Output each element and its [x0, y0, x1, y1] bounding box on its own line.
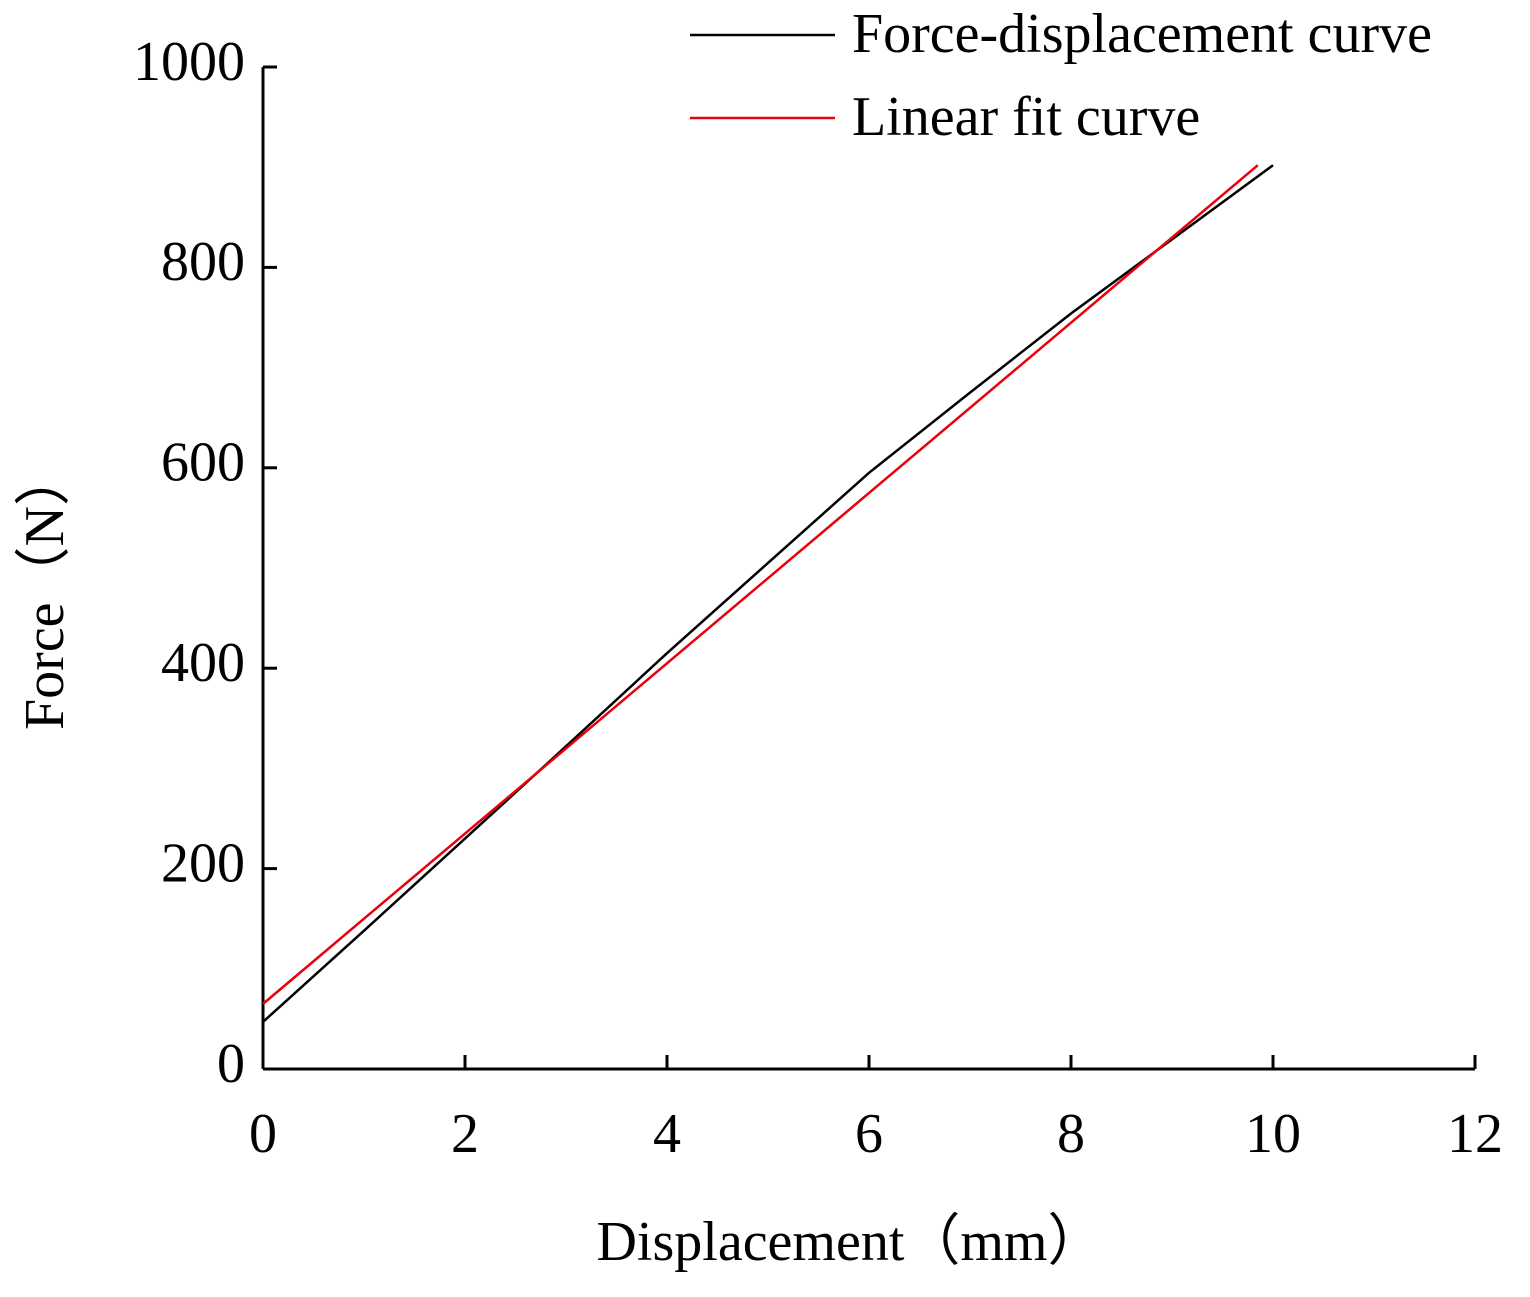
x-tick-label: 6	[855, 1103, 883, 1165]
x-tick-label: 2	[451, 1103, 479, 1165]
legend-label: Force-displacement curve	[852, 3, 1432, 65]
x-tick-label: 12	[1447, 1103, 1503, 1165]
y-tick-label: 0	[217, 1033, 245, 1095]
legend-label: Linear fit curve	[852, 86, 1200, 148]
y-tick-label: 1000	[133, 31, 245, 93]
y-axis-label: Force（N）	[14, 450, 76, 730]
y-tick-label: 600	[161, 432, 245, 494]
x-tick-label: 0	[249, 1103, 277, 1165]
y-tick-label: 400	[161, 632, 245, 694]
x-tick-label: 10	[1245, 1103, 1301, 1165]
x-tick-label: 4	[653, 1103, 681, 1165]
x-tick-label: 8	[1057, 1103, 1085, 1165]
data-line	[262, 164, 1274, 1023]
data-line	[262, 164, 1259, 1005]
x-axis-label: Displacement（mm）	[596, 1211, 1103, 1273]
y-tick-label: 200	[161, 832, 245, 894]
y-tick-label: 800	[161, 231, 245, 293]
